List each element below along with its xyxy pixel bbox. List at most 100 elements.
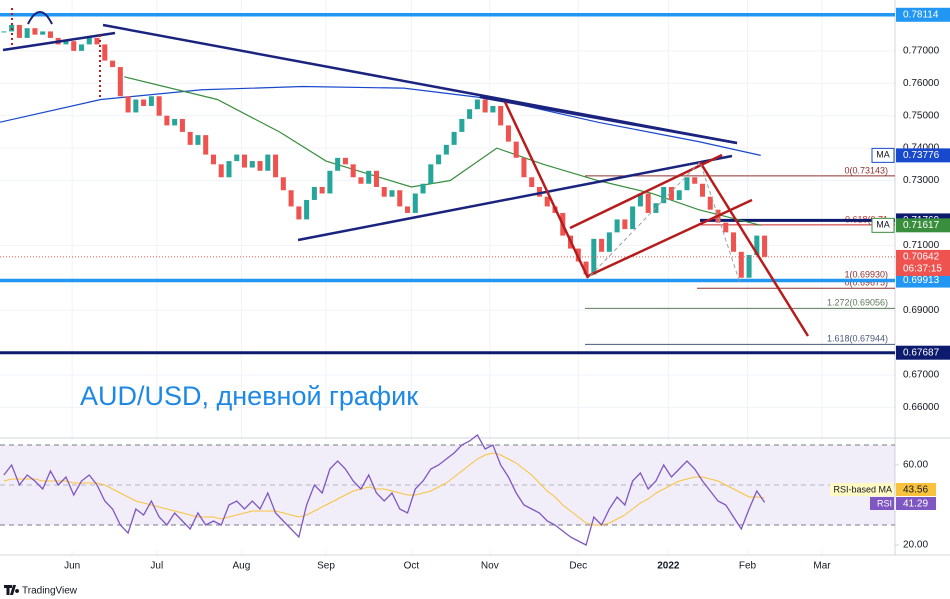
candle-body bbox=[148, 96, 154, 106]
rsi-value: 43.56 bbox=[903, 485, 928, 496]
candle-body bbox=[746, 255, 752, 278]
candle-body bbox=[210, 154, 216, 165]
candle-body bbox=[451, 131, 457, 145]
candle-body bbox=[373, 170, 379, 187]
brand-logo bbox=[4, 585, 20, 595]
candle-body bbox=[661, 186, 667, 204]
y-tick-label: 0.74000 bbox=[903, 143, 940, 154]
candle-body bbox=[583, 261, 589, 275]
candle-body bbox=[443, 144, 449, 155]
x-tick-label: Jul bbox=[150, 561, 163, 572]
candle-body bbox=[24, 28, 30, 38]
candle-body bbox=[257, 161, 263, 171]
candle-body bbox=[467, 109, 473, 119]
candle-body bbox=[133, 99, 139, 113]
candle-body bbox=[203, 135, 209, 155]
candle-body bbox=[544, 196, 550, 207]
x-tick-label: Dec bbox=[569, 561, 587, 572]
candle-body bbox=[304, 199, 310, 220]
fib-label: 0(0.73143) bbox=[844, 165, 888, 175]
drawings bbox=[2, 8, 810, 337]
rsi-value-box bbox=[896, 483, 936, 496]
candle-body bbox=[78, 44, 85, 51]
rsi-value-box bbox=[896, 497, 936, 510]
candle-body bbox=[40, 31, 46, 35]
trendline bbox=[2, 31, 116, 52]
level-label: 0.67687 bbox=[903, 347, 940, 358]
candle-body bbox=[179, 118, 185, 132]
brand: TradingView bbox=[4, 585, 78, 597]
x-tick-label: Aug bbox=[233, 561, 251, 572]
candle-body bbox=[187, 131, 193, 145]
price-axis: 0.77000 0.76000 0.75000 0.74000 0.73000 0.710… bbox=[871, 7, 950, 413]
candle-body bbox=[288, 190, 294, 207]
candle-body bbox=[637, 193, 643, 207]
ma-name: MA bbox=[876, 150, 890, 160]
candle-body bbox=[117, 67, 123, 97]
candle-body bbox=[16, 24, 22, 38]
ma-value: 0.73776 bbox=[903, 150, 940, 161]
last-price: 0.70642 bbox=[903, 252, 940, 263]
y-tick-label: 0.67000 bbox=[903, 370, 940, 381]
candle-body bbox=[405, 206, 411, 213]
channel-line bbox=[587, 198, 753, 278]
candle-body bbox=[296, 206, 302, 220]
fib-label: 1.272(0.69056) bbox=[827, 298, 888, 308]
candle-body bbox=[1, 31, 7, 33]
candle-body bbox=[754, 235, 760, 256]
y-tick-label: 20.00 bbox=[903, 540, 928, 551]
x-tick-label: Mar bbox=[813, 561, 831, 572]
candle-body bbox=[420, 183, 426, 194]
candle-body bbox=[71, 41, 77, 51]
level-label: 0.69913 bbox=[903, 275, 940, 286]
candle-body bbox=[668, 186, 674, 200]
candle-body bbox=[513, 141, 519, 158]
chart-title: AUD/USD, дневной график bbox=[80, 381, 418, 411]
candle-body bbox=[459, 118, 465, 132]
rsi-pane-content: 60.00 20.00 RSI-based MA 43.56 RSI 41.29 bbox=[0, 434, 936, 551]
rsi-line bbox=[3, 434, 766, 546]
candle-body bbox=[63, 41, 69, 45]
ma-value: 0.71617 bbox=[903, 220, 940, 231]
candle-body bbox=[327, 170, 333, 194]
rsi-name-box bbox=[870, 497, 894, 510]
rsi-name: RSI bbox=[877, 498, 892, 508]
level-label: 0.78114 bbox=[903, 9, 939, 20]
candle-body bbox=[164, 115, 170, 126]
candle-body bbox=[241, 154, 248, 168]
x-tick-label: Oct bbox=[404, 561, 420, 572]
candle-body bbox=[125, 96, 131, 113]
candle-body bbox=[249, 161, 255, 168]
ma-value-box bbox=[896, 148, 950, 163]
fib-label: 0(0.69675) bbox=[844, 278, 888, 288]
candle-body bbox=[482, 99, 488, 113]
candle-body bbox=[156, 96, 162, 116]
y-tick-label: 0.71000 bbox=[903, 240, 940, 251]
y-tick-label: 0.75000 bbox=[903, 110, 940, 121]
candle-body bbox=[521, 157, 527, 178]
candle-body bbox=[606, 232, 612, 252]
candle-body bbox=[195, 135, 201, 145]
candle-body bbox=[342, 157, 348, 165]
candle-body bbox=[498, 105, 504, 126]
candle-body bbox=[731, 232, 737, 252]
candle-body bbox=[226, 161, 232, 178]
x-tick-label: 2022 bbox=[657, 561, 680, 572]
candle-body bbox=[723, 222, 729, 233]
candle-body bbox=[707, 196, 713, 210]
candle-body bbox=[630, 206, 636, 230]
candle-body bbox=[358, 177, 364, 184]
ma-name-box bbox=[871, 147, 895, 163]
candle-body bbox=[474, 99, 480, 110]
y-tick-label: 0.76000 bbox=[903, 78, 940, 89]
x-tick-label: Sep bbox=[317, 561, 335, 572]
candle-body bbox=[614, 219, 620, 233]
candle-body bbox=[32, 28, 38, 35]
candle-body bbox=[319, 186, 325, 194]
candle-body bbox=[676, 190, 682, 200]
candle-body bbox=[86, 37, 92, 45]
candle-body bbox=[505, 125, 511, 142]
candle-body bbox=[591, 238, 597, 275]
level-label-box bbox=[896, 7, 950, 22]
